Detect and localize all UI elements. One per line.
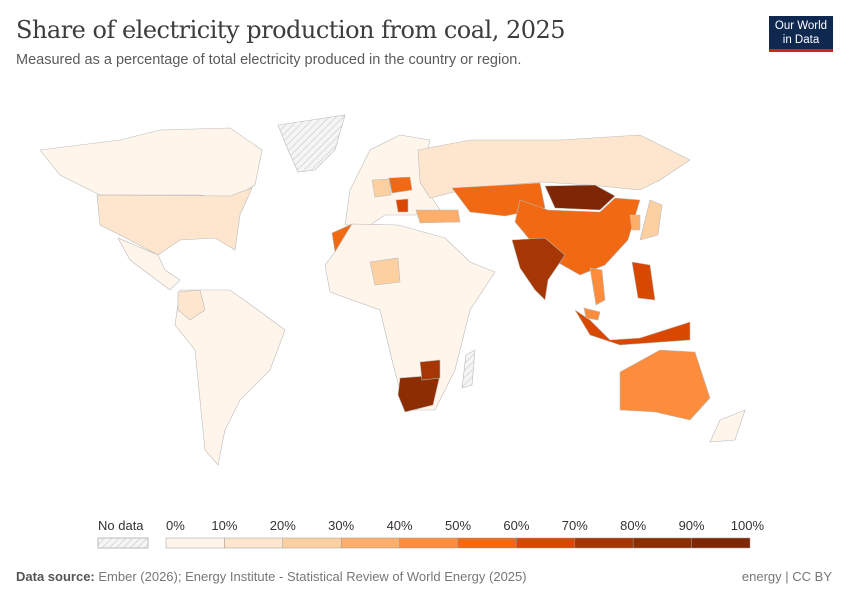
legend: No data 0% 10% 20% 30% 40% 50% 60% 70% 80% 90% 100% <box>97 518 765 549</box>
region-turkey[interactable] <box>415 209 461 224</box>
region-japan[interactable] <box>639 199 663 241</box>
owid-logo[interactable]: Our World in Data <box>769 16 833 52</box>
legend-tick-label: 20% <box>270 518 296 533</box>
region-indonesia[interactable] <box>574 309 691 346</box>
region-malaysia[interactable] <box>583 307 601 321</box>
source-text[interactable]: Ember (2026); Energy Institute - Statist… <box>98 569 527 584</box>
region-niger[interactable] <box>369 257 401 286</box>
region-china[interactable] <box>514 197 641 276</box>
legend-tick-label: 60% <box>503 518 529 533</box>
legend-bin <box>691 537 751 549</box>
chart-subtitle: Measured as a percentage of total electr… <box>16 52 522 68</box>
region-russia[interactable] <box>417 134 691 199</box>
region-canada[interactable] <box>39 127 263 201</box>
legend-bin <box>457 537 517 549</box>
region-south-korea[interactable] <box>629 214 641 231</box>
region-mexico[interactable] <box>117 237 181 291</box>
region-serbia[interactable] <box>395 198 409 213</box>
region-new-zealand[interactable] <box>709 409 746 443</box>
region-colombia[interactable] <box>177 289 206 321</box>
region-vietnam[interactable] <box>589 267 606 306</box>
region-philippines[interactable] <box>631 261 656 301</box>
legend-tick-label: 70% <box>562 518 588 533</box>
region-africa[interactable] <box>324 223 496 411</box>
legend-bin <box>165 537 225 549</box>
legend-bin <box>632 537 692 549</box>
legend-bin <box>574 537 634 549</box>
region-poland[interactable] <box>388 176 413 194</box>
legend-tick-label: 80% <box>620 518 646 533</box>
source-note: Data source: Ember (2026); Energy Instit… <box>16 569 527 584</box>
legend-tick-label: 10% <box>211 518 237 533</box>
legend-no-data-swatch <box>97 537 149 549</box>
region-zimbabwe[interactable] <box>419 359 441 381</box>
region-australia[interactable] <box>619 349 711 421</box>
region-united-states[interactable] <box>96 187 253 256</box>
world-map[interactable] <box>0 100 850 510</box>
legend-bin <box>224 537 284 549</box>
legend-tick-label: 30% <box>328 518 354 533</box>
legend-bin <box>340 537 400 549</box>
region-india[interactable] <box>511 237 566 301</box>
region-greenland[interactable] <box>277 114 346 173</box>
license[interactable]: energy | CC BY <box>741 569 832 584</box>
legend-tick-label: 0% <box>166 518 185 533</box>
region-mongolia[interactable] <box>544 184 616 211</box>
legend-bin <box>516 537 576 549</box>
legend-tick-label: 90% <box>679 518 705 533</box>
region-south-america[interactable] <box>174 289 286 466</box>
region-germany[interactable] <box>371 178 392 198</box>
legend-bin <box>282 537 342 549</box>
chart-title: Share of electricity production from coa… <box>16 16 566 44</box>
legend-tick-label: 50% <box>445 518 471 533</box>
source-label: Data source: <box>16 569 95 584</box>
legend-bin <box>399 537 459 549</box>
region-madagascar[interactable] <box>461 349 476 389</box>
legend-tick-label: 40% <box>387 518 413 533</box>
legend-no-data-label: No data <box>98 518 144 533</box>
legend-tick-label: 100% <box>731 518 765 533</box>
